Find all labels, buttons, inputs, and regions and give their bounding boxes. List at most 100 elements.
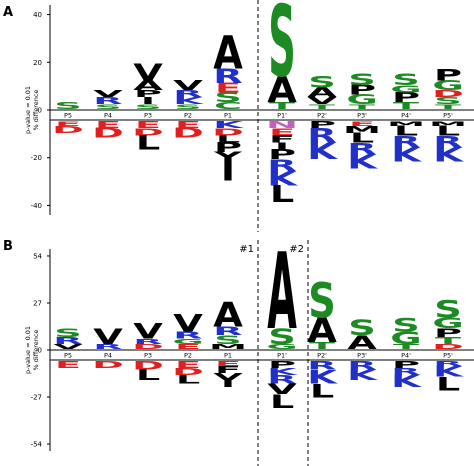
letter-mark: A <box>267 231 297 353</box>
letter: K <box>267 168 298 191</box>
letter-mark: P <box>308 119 336 131</box>
letter: D <box>172 125 204 141</box>
letter-mark: T <box>269 100 295 112</box>
letter: D <box>432 88 464 100</box>
y-tick-label: -27 <box>31 394 42 402</box>
position-label: P5 <box>64 352 72 360</box>
letter: A <box>347 332 377 354</box>
letter: D <box>92 125 124 141</box>
letter-mark: R <box>433 132 463 151</box>
letter-mark: D <box>132 359 164 373</box>
letter-mark: E <box>55 359 81 370</box>
letter-mark: N <box>266 119 298 131</box>
position-label: P4' <box>401 112 411 120</box>
letter: A <box>133 78 163 94</box>
annotation: #1 <box>239 244 254 255</box>
y-tick-label: -40 <box>31 202 42 210</box>
y-tick-label: 54 <box>33 252 42 260</box>
letter-mark: R <box>213 65 242 88</box>
letter: R <box>173 330 202 341</box>
letter-mark: S <box>308 73 336 92</box>
letter-mark: V <box>93 324 123 349</box>
y-tick-label: -20 <box>31 154 42 162</box>
letter: S <box>94 103 122 110</box>
letter-mark: F <box>215 364 241 375</box>
letter-mark: A <box>267 69 297 111</box>
letter: R <box>347 359 377 373</box>
letter: D <box>172 366 204 377</box>
letter: T <box>393 342 419 350</box>
letter-mark: R <box>173 330 202 341</box>
y-axis-label: p-value = 0.01 <box>24 326 32 374</box>
letter-mark: E <box>269 126 295 138</box>
letter: P <box>392 89 420 105</box>
letter-mark: S <box>392 315 420 337</box>
letter: V <box>307 95 337 107</box>
letter-mark: L <box>136 132 160 155</box>
letter: V <box>173 78 203 94</box>
position-label: P3' <box>357 112 367 120</box>
letter-mark: D <box>92 359 124 370</box>
letter: V <box>173 309 203 337</box>
letter-mark: V <box>133 60 163 86</box>
letter: S <box>308 73 336 92</box>
letter: D <box>52 124 84 136</box>
letter-mark: A <box>213 297 243 335</box>
letter-mark: S <box>54 100 82 112</box>
letter: T <box>309 103 335 110</box>
letter: G <box>390 83 421 95</box>
letter: L <box>176 373 200 387</box>
letter: P <box>268 359 296 370</box>
letter: S <box>392 315 420 337</box>
letter-mark: D <box>172 366 204 377</box>
letter-mark: E <box>135 119 161 131</box>
letter: S <box>214 89 242 105</box>
letter-mark: D <box>172 125 204 141</box>
position-label: P2' <box>317 352 327 360</box>
letter-mark: A <box>213 26 243 79</box>
position-label: P5 <box>64 112 72 120</box>
letter-mark: E <box>55 120 81 127</box>
letter-mark: L <box>394 123 418 139</box>
letter: Y <box>213 149 242 165</box>
letter-mark: S <box>392 70 420 89</box>
letter-mark: A <box>133 78 163 94</box>
letter-mark: E <box>175 342 201 350</box>
letter: P <box>434 65 462 84</box>
letter: G <box>432 78 463 94</box>
letter: P <box>134 88 162 100</box>
position-label: P2 <box>184 352 192 360</box>
letter: R <box>173 88 202 100</box>
letter: S <box>392 70 420 89</box>
letter: R <box>267 373 297 387</box>
y-axis-label: % difference <box>32 330 40 371</box>
letter: D <box>132 342 164 350</box>
letter-mark: R <box>307 359 337 373</box>
letter-mark: G <box>346 92 377 108</box>
letter: R <box>391 366 420 377</box>
letter: A <box>213 26 243 79</box>
y-tick-label: -54 <box>31 441 43 449</box>
letter-mark: K <box>267 168 298 191</box>
letter: E <box>349 120 375 127</box>
letter: F <box>269 133 295 145</box>
letter-mark: S <box>308 275 336 330</box>
position-label: P2' <box>317 112 327 120</box>
position-label: P3 <box>144 112 152 120</box>
letter: L <box>436 123 460 139</box>
letter: A <box>267 231 297 353</box>
letter-mark: V <box>173 309 203 337</box>
letter: G <box>432 315 463 332</box>
position-label: P1 <box>224 112 232 120</box>
position-label: P5' <box>443 352 453 360</box>
letter-mark: D <box>52 124 84 136</box>
letter-mark: R <box>267 373 297 387</box>
letter: V <box>133 60 163 86</box>
letter-mark: R <box>133 337 162 345</box>
letter-mark: V <box>133 319 163 344</box>
letter: D <box>132 359 164 373</box>
letter: E <box>95 119 121 131</box>
letter: A <box>267 69 297 111</box>
letter-mark: S <box>434 295 462 323</box>
letter-mark: S <box>268 324 296 349</box>
